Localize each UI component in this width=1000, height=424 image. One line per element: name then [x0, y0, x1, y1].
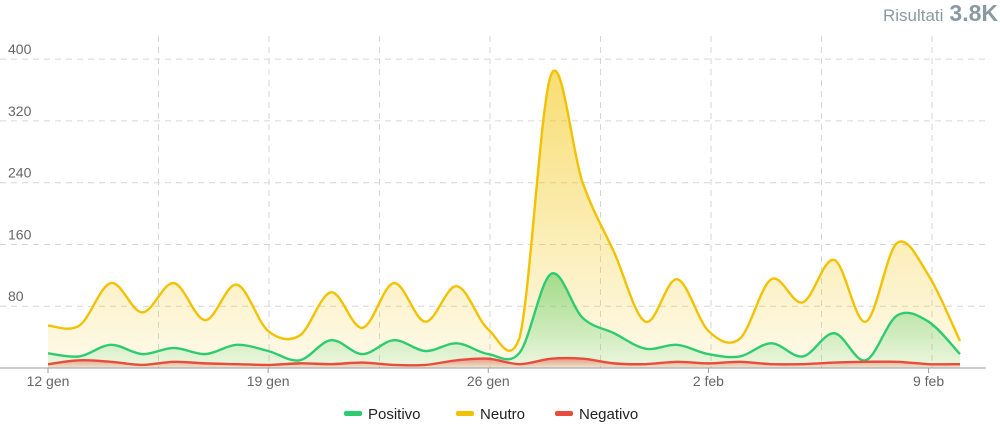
series-line-neutro [47, 69, 962, 352]
x-tick-label: 2 feb [693, 373, 724, 389]
x-tick-label: 9 feb [913, 373, 944, 389]
y-tick-label: 240 [8, 165, 32, 181]
y-tick-label: 80 [8, 288, 24, 304]
legend: Positivo Neutro Negativo [344, 406, 638, 423]
results-label: Risultati [882, 6, 944, 25]
legend-label-neutro: Neutro [480, 406, 525, 423]
results-summary: Risultati 3.8K [883, 0, 998, 30]
y-tick-label: 400 [8, 41, 32, 57]
series-areas [48, 70, 960, 369]
legend-swatch-positivo [344, 411, 362, 416]
legend-swatch-negativo [555, 411, 573, 416]
series-lines [47, 69, 962, 367]
x-tick-label: 26 gen [467, 373, 510, 389]
legend-swatch-neutro [456, 411, 474, 416]
results-value: 3.8K [949, 0, 998, 26]
y-tick-label: 320 [8, 103, 32, 119]
legend-label-negativo: Negativo [579, 406, 638, 423]
y-tick-label: 160 [8, 226, 32, 242]
x-tick-label: 19 gen [247, 373, 290, 389]
legend-label-positivo: Positivo [368, 406, 421, 423]
series-area-neutro [48, 70, 960, 369]
series-line-negativo [47, 356, 961, 367]
series-line-positivo [47, 272, 961, 362]
axes: 80 160 240 320 400 12 gen 19 gen 26 gen 2 feb 9 f… [0, 41, 986, 389]
x-tick-label: 12 gen [27, 373, 70, 389]
